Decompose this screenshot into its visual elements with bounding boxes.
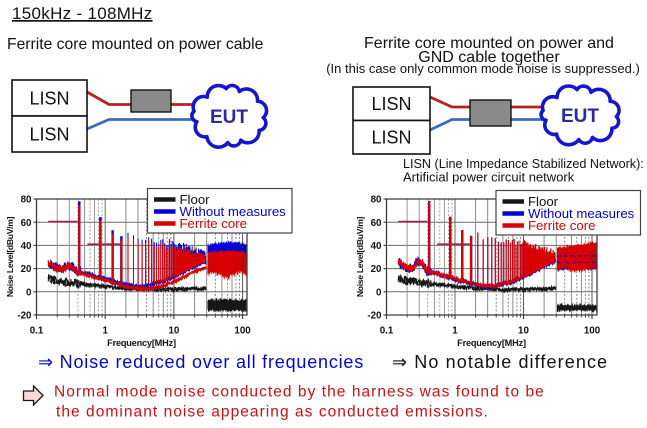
svg-text:0.1: 0.1 (380, 326, 394, 337)
svg-text:LISN: LISN (29, 125, 69, 145)
svg-text:Without measures: Without measures (528, 206, 635, 221)
svg-text:Ferrite core: Ferrite core (528, 218, 595, 233)
svg-text:80: 80 (21, 195, 32, 206)
svg-text:Frequency[MHz]: Frequency[MHz] (457, 338, 526, 348)
svg-text:100: 100 (584, 326, 601, 337)
svg-text:EUT: EUT (210, 107, 248, 128)
svg-text:Ferrite core mounted on power: Ferrite core mounted on power cable (7, 36, 264, 53)
svg-text:Ferrite core mounted on power: Ferrite core mounted on power and (364, 35, 614, 52)
svg-text:20: 20 (371, 264, 382, 275)
svg-text:Artificial power circuit netwo: Artificial power circuit network (403, 170, 575, 185)
svg-text:Floor: Floor (528, 194, 559, 209)
svg-text:0: 0 (26, 287, 32, 298)
svg-text:40: 40 (21, 241, 32, 252)
svg-text:Normal mode noise conducted by: Normal mode noise conducted by the harne… (54, 384, 545, 401)
svg-text:100: 100 (234, 326, 251, 337)
svg-text:40: 40 (371, 241, 382, 252)
svg-text:LISN: LISN (29, 89, 69, 109)
svg-text:(In this case only common mode: (In this case only common mode noise is … (326, 61, 640, 76)
svg-text:20: 20 (21, 264, 32, 275)
svg-text:Frequency[MHz]: Frequency[MHz] (107, 338, 176, 348)
svg-text:1: 1 (452, 326, 458, 337)
svg-text:60: 60 (21, 218, 32, 229)
svg-text:⇒ No notable difference: ⇒ No notable difference (392, 352, 608, 372)
svg-text:Without measures: Without measures (180, 204, 287, 219)
svg-text:LISN: LISN (371, 94, 411, 114)
svg-text:Floor: Floor (180, 192, 211, 207)
svg-text:150kHz - 108MHz: 150kHz - 108MHz (12, 4, 153, 23)
svg-text:0.1: 0.1 (30, 326, 44, 337)
svg-text:-20: -20 (367, 311, 382, 322)
svg-text:1: 1 (102, 326, 108, 337)
svg-text:-20: -20 (17, 311, 32, 322)
svg-text:LISN: LISN (371, 128, 411, 148)
svg-text:EUT: EUT (561, 106, 599, 127)
svg-text:Noise Level[dBuV/m]: Noise Level[dBuV/m] (355, 216, 365, 297)
svg-text:10: 10 (518, 326, 529, 337)
svg-text:Ferrite core: Ferrite core (180, 216, 247, 231)
svg-text:10: 10 (168, 326, 179, 337)
svg-text:Noise Level[dBuV/m]: Noise Level[dBuV/m] (5, 216, 15, 297)
svg-text:LISN (Line Impedance Stabilize: LISN (Line Impedance Stabilized Network)… (403, 157, 644, 171)
svg-text:the dominant noise appearing a: the dominant noise appearing as conducte… (56, 404, 489, 421)
svg-text:0: 0 (376, 287, 382, 298)
svg-text:GND cable together: GND cable together (418, 49, 560, 66)
svg-text:60: 60 (371, 218, 382, 229)
svg-text:80: 80 (371, 195, 382, 206)
svg-text:⇒ Noise reduced over all frequ: ⇒ Noise reduced over all frequencies (38, 352, 364, 372)
